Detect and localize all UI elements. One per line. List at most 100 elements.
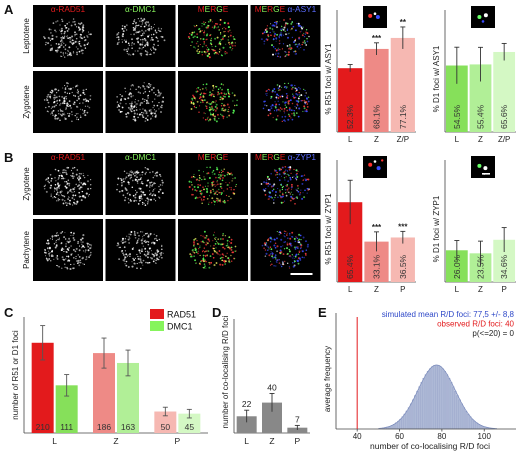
focus — [60, 114, 63, 117]
focus — [145, 241, 147, 244]
focus — [64, 232, 66, 234]
focus — [274, 33, 276, 35]
focus — [220, 169, 222, 171]
focus — [134, 101, 136, 103]
focus — [223, 31, 225, 33]
focus — [88, 106, 91, 109]
focus — [56, 255, 58, 257]
focus — [213, 27, 215, 29]
focus — [138, 195, 141, 198]
focus — [216, 107, 218, 109]
focus — [50, 180, 53, 182]
focus — [75, 173, 78, 176]
focus — [116, 106, 119, 108]
focus — [221, 38, 224, 40]
focus — [156, 104, 159, 107]
focus — [293, 260, 296, 263]
focus — [138, 47, 141, 50]
focus — [119, 98, 123, 102]
focus — [297, 101, 300, 103]
focus — [74, 95, 77, 97]
focus — [82, 195, 84, 198]
focus — [127, 53, 130, 56]
focus — [154, 30, 157, 32]
focus — [143, 25, 146, 28]
focus — [130, 54, 132, 56]
focus — [204, 113, 206, 115]
focus — [283, 26, 286, 29]
focus — [209, 255, 212, 257]
focus — [187, 35, 190, 38]
focus — [196, 50, 198, 52]
focus — [193, 185, 196, 188]
focus — [54, 100, 56, 103]
focus — [53, 258, 55, 261]
focus — [297, 187, 299, 190]
focus — [144, 173, 147, 175]
focus — [159, 252, 161, 255]
focus — [60, 51, 62, 54]
focus — [154, 113, 156, 115]
focus — [124, 87, 126, 90]
channel-label: α-DMC1 — [125, 4, 156, 14]
focus — [215, 190, 217, 192]
focus — [206, 166, 208, 169]
focus — [204, 178, 206, 181]
focus — [161, 104, 163, 107]
channel-label: MERGE — [198, 4, 229, 14]
focus — [124, 241, 126, 243]
focus — [162, 252, 164, 254]
bar — [236, 416, 257, 433]
focus — [131, 83, 134, 86]
focus — [67, 37, 69, 39]
focus — [68, 185, 70, 187]
focus — [228, 110, 230, 113]
focus — [158, 258, 160, 261]
focus — [44, 184, 46, 186]
focus — [286, 173, 288, 175]
bar — [390, 37, 415, 132]
bar — [154, 411, 177, 433]
focus — [64, 185, 67, 188]
focus — [199, 37, 202, 40]
focus — [140, 190, 143, 193]
focus — [66, 166, 69, 169]
focus — [118, 38, 120, 40]
focus — [224, 199, 226, 202]
focus — [208, 201, 210, 203]
focus — [77, 92, 79, 94]
focus — [124, 238, 127, 240]
focus — [222, 238, 224, 240]
focus — [59, 24, 61, 26]
focus — [144, 38, 146, 40]
focus — [299, 192, 302, 194]
focus — [68, 237, 71, 240]
focus — [192, 241, 196, 244]
focus — [55, 31, 57, 33]
focus — [223, 168, 225, 170]
focus — [72, 52, 75, 54]
focus — [271, 28, 274, 30]
focus — [274, 106, 277, 109]
focus — [216, 166, 218, 169]
focus — [146, 53, 149, 56]
focus — [189, 255, 192, 258]
focus — [54, 88, 56, 91]
focus — [89, 94, 92, 97]
focus — [149, 183, 151, 185]
focus — [141, 114, 143, 116]
focus — [48, 252, 51, 255]
focus — [143, 112, 145, 114]
focus — [73, 198, 76, 201]
focus — [299, 234, 302, 237]
focus — [75, 85, 78, 87]
focus — [55, 197, 57, 199]
y-axis-label: % D1 foci w/ ZYP1 — [432, 195, 441, 262]
focus — [291, 176, 294, 179]
focus — [222, 234, 224, 237]
focus — [120, 181, 123, 184]
focus — [139, 108, 141, 111]
focus — [211, 102, 213, 104]
focus — [67, 256, 70, 258]
